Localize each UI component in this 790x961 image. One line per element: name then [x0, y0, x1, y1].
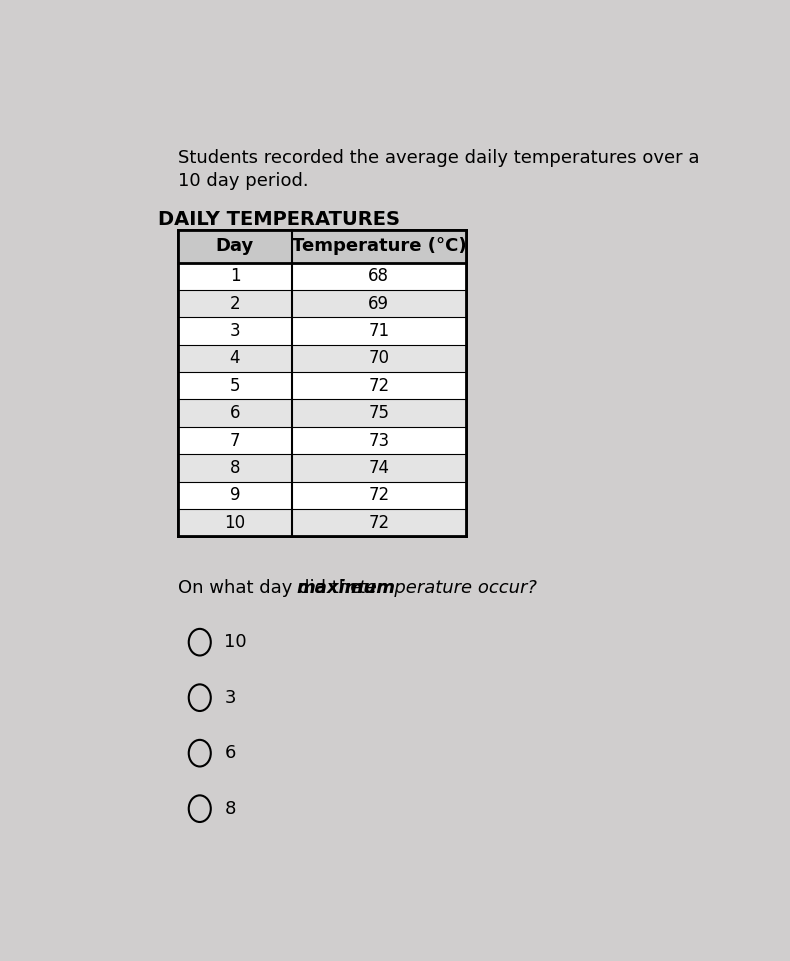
Text: 2: 2	[230, 295, 240, 312]
Bar	[179, 427, 466, 455]
Text: 70: 70	[368, 350, 389, 367]
Bar	[179, 230, 466, 262]
Text: 69: 69	[368, 295, 389, 312]
Bar	[179, 400, 466, 427]
Text: 10: 10	[224, 633, 247, 652]
Bar	[179, 481, 466, 509]
Text: 8: 8	[230, 459, 240, 477]
Text: 6: 6	[224, 744, 235, 762]
Text: 74: 74	[368, 459, 389, 477]
Text: 10: 10	[224, 514, 246, 531]
Text: 68: 68	[368, 267, 389, 285]
Bar	[179, 317, 466, 345]
Text: 71: 71	[368, 322, 389, 340]
Bar	[179, 509, 466, 536]
Text: Students recorded the average daily temperatures over a
10 day period.: Students recorded the average daily temp…	[179, 149, 700, 190]
Text: 4: 4	[230, 350, 240, 367]
Bar	[179, 455, 466, 481]
Bar	[179, 290, 466, 317]
Text: 72: 72	[368, 377, 389, 395]
Text: Temperature (°C): Temperature (°C)	[292, 237, 466, 256]
Text: DAILY TEMPERATURES: DAILY TEMPERATURES	[158, 210, 401, 229]
Bar	[179, 345, 466, 372]
Bar	[179, 372, 466, 400]
Text: 73: 73	[368, 431, 389, 450]
Text: 72: 72	[368, 486, 389, 505]
Bar	[179, 262, 466, 290]
Text: 75: 75	[368, 405, 389, 422]
Text: 7: 7	[230, 431, 240, 450]
Text: 8: 8	[224, 800, 235, 818]
Text: On what day did the: On what day did the	[179, 579, 367, 598]
Text: 9: 9	[230, 486, 240, 505]
Text: maximum: maximum	[296, 579, 396, 598]
Text: 6: 6	[230, 405, 240, 422]
Text: 3: 3	[224, 689, 235, 706]
Bar	[179, 230, 466, 536]
Text: Day: Day	[216, 237, 254, 256]
Text: 72: 72	[368, 514, 389, 531]
Text: 3: 3	[230, 322, 240, 340]
Text: temperature occur?: temperature occur?	[353, 579, 536, 598]
Text: 1: 1	[230, 267, 240, 285]
Text: 5: 5	[230, 377, 240, 395]
